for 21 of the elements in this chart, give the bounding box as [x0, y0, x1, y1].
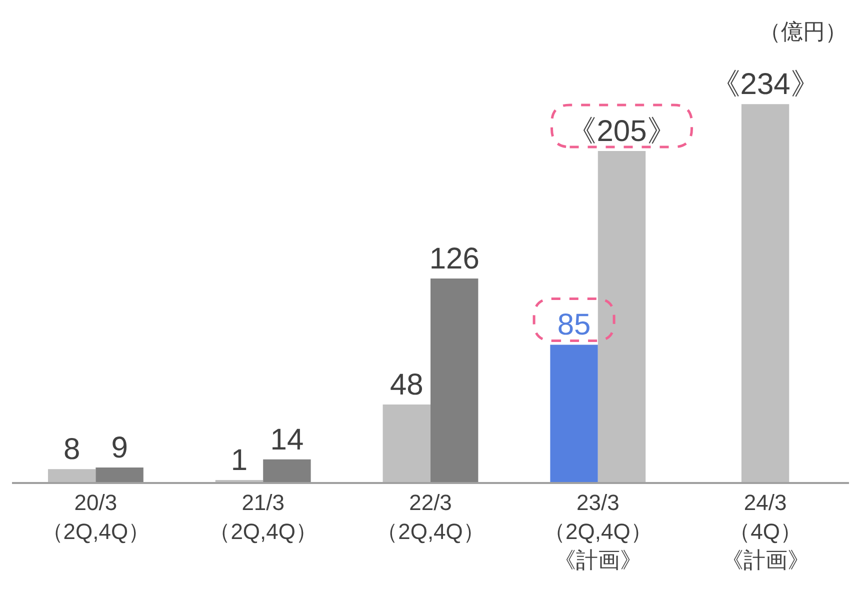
data-label: 9 — [111, 431, 128, 464]
data-label: 14 — [270, 423, 304, 456]
x-tick-label: 21/3 （2Q,4Q） — [208, 490, 318, 544]
data-label: 《234》 — [710, 68, 820, 102]
data-label: 48 — [390, 368, 424, 402]
x-tick-label: 24/3 （4Q）《計画》 — [721, 490, 810, 572]
bar — [550, 344, 598, 482]
x-tick-label: 20/3 （2Q,4Q） — [41, 490, 150, 544]
bar — [48, 469, 96, 482]
data-label: 1 — [230, 444, 248, 477]
bar — [382, 404, 430, 482]
data-label: 85 — [557, 308, 591, 342]
bar — [263, 459, 311, 482]
data-label: 126 — [429, 242, 480, 276]
data-label: 《205》 — [566, 114, 677, 148]
bar — [430, 278, 478, 482]
bar — [96, 467, 144, 482]
text: （億円） — [759, 19, 847, 44]
data-label: 8 — [64, 433, 80, 466]
x-tick-label: 23/3 （2Q,4Q）《計画》 — [543, 490, 652, 572]
x-tick-label: 22/3 （2Q,4Q） — [376, 490, 485, 544]
